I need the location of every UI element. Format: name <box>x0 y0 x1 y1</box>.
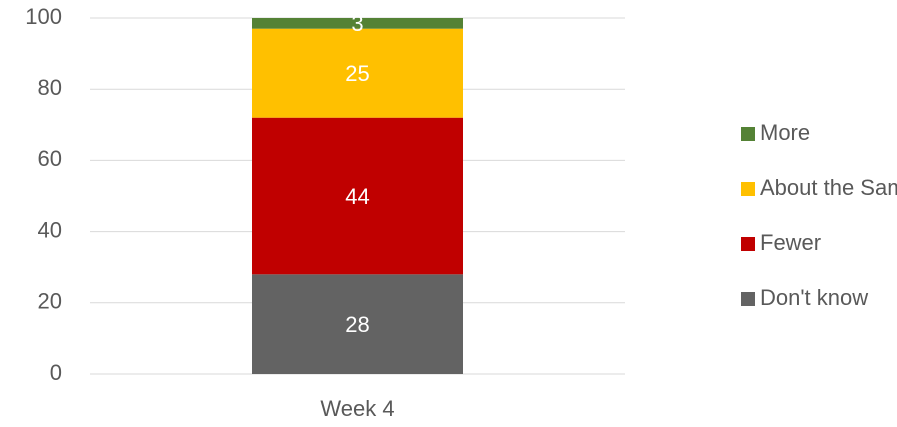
data-label: 25 <box>345 61 369 86</box>
legend-swatch <box>741 237 755 251</box>
bar-segment <box>252 274 463 374</box>
legend-swatch <box>741 292 755 306</box>
legend-label: About the Same <box>760 175 897 200</box>
legend-label: Don't know <box>760 285 868 310</box>
data-label: 28 <box>345 312 369 337</box>
y-tick-label: 80 <box>38 75 62 100</box>
x-tick-label: Week 4 <box>320 396 394 421</box>
y-tick-label: 60 <box>38 146 62 171</box>
data-label: 44 <box>345 184 369 209</box>
y-tick-label: 40 <box>38 217 62 242</box>
legend-label: More <box>760 120 810 145</box>
bar-segment <box>252 18 463 29</box>
legend-label: Fewer <box>760 230 821 255</box>
legend-swatch <box>741 182 755 196</box>
data-label: 3 <box>351 11 363 36</box>
bar-segment <box>252 28 463 118</box>
legend-swatch <box>741 127 755 141</box>
bar-segment <box>252 117 463 275</box>
y-tick-label: 100 <box>25 4 62 29</box>
y-tick-label: 0 <box>50 360 62 385</box>
y-tick-label: 20 <box>38 289 62 314</box>
